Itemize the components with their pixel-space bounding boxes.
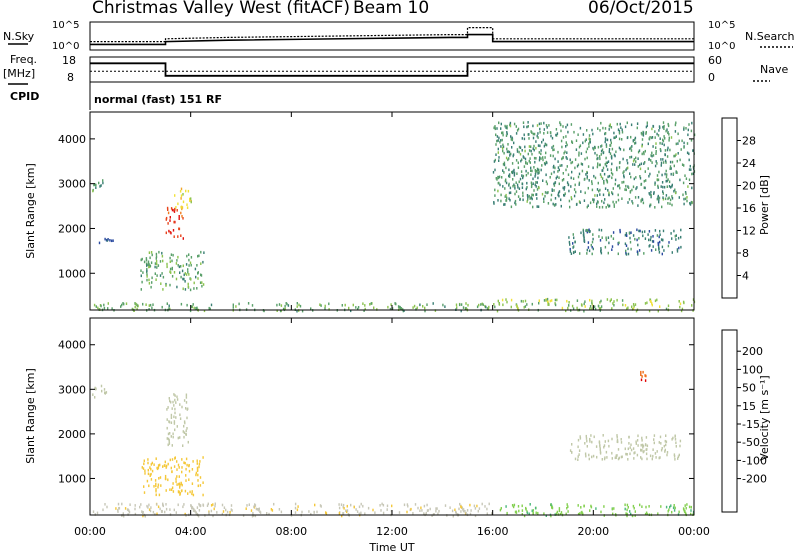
echo-region-5 — [640, 370, 647, 382]
xtick-label-4: 16:00 — [477, 525, 509, 538]
echo-region-2 — [141, 456, 204, 497]
xtick-label-5: 20:00 — [577, 525, 609, 538]
power-cbar-label-1: 8 — [742, 247, 749, 260]
vel-cbar-label-7: -200 — [742, 473, 767, 486]
frequency-panel: 18 8 60 0 — [62, 54, 722, 84]
echo-region-4 — [140, 250, 205, 292]
ytick-label-0: 1000 — [58, 267, 86, 280]
freq-panel-frame — [89, 56, 695, 83]
noise-right-tick-top: 10^5 — [708, 20, 735, 31]
power-cbar-frame — [721, 117, 738, 299]
echo-region-2 — [165, 206, 184, 240]
nave-label: Nave — [760, 63, 788, 76]
power-cbar-label-3: 16 — [742, 202, 756, 215]
vel-cbar-label-1: 100 — [742, 363, 763, 376]
xtick-label-2: 08:00 — [275, 525, 307, 538]
ytick-label-3: 4000 — [58, 339, 86, 352]
freq-tick-18: 18 — [62, 54, 76, 67]
xtick-label-6: 00:00 — [678, 525, 710, 538]
xtick-label-3: 12:00 — [376, 525, 408, 538]
velocity-panel: 1000 2000 3000 4000 00:00 04:00 08:00 12:00 16:… — [24, 112, 771, 554]
echo-region-7 — [568, 228, 682, 256]
ytick-label-2: 3000 — [58, 178, 86, 191]
ytick-label-3: 4000 — [58, 133, 86, 146]
echo-region-0 — [92, 179, 104, 193]
power-panel: 1000 2000 3000 4000 Slant Range [km] 4 8 12 16… — [24, 111, 771, 313]
power-cbar-label-0: 4 — [742, 270, 749, 283]
velocity-colorbar-label: Velocity [m s⁻¹] — [758, 375, 771, 460]
vel-cbar-label-4: -15 — [742, 418, 760, 431]
freq-label: Freq. — [10, 53, 37, 66]
ytick-label-1: 2000 — [58, 222, 86, 235]
cpid-text: normal (fast) 151 RF — [94, 93, 222, 106]
vel-cbar-label-5: -50 — [742, 436, 760, 449]
plot-title: Christmas Valley West (fitACF) — [92, 0, 350, 18]
xtick-label-0: 00:00 — [74, 525, 106, 538]
power-colorbar-label: Power [dB] — [758, 175, 771, 235]
echo-region-8 — [492, 121, 696, 209]
velocity-ylabel: Slant Range [km] — [24, 368, 37, 464]
noise-left-tick-bottom: 10^0 — [52, 41, 79, 52]
freq-series — [90, 62, 694, 77]
beam-label: Beam 10 — [353, 0, 429, 18]
power-ylabel: Slant Range [km] — [24, 163, 37, 259]
vel-cbar-label-0: 200 — [742, 345, 763, 358]
freq-unit-label: [MHz] — [3, 67, 35, 80]
vel-cbar-label-2: 50 — [742, 382, 756, 395]
time-ut-label: Time UT — [368, 541, 414, 554]
vel-cbar-label-6: -100 — [742, 454, 767, 467]
echo-region-3 — [174, 187, 192, 211]
echo-region-1 — [166, 393, 189, 447]
ytick-label-0: 1000 — [58, 472, 86, 485]
power-cbar-label-5: 24 — [742, 157, 756, 170]
echo-region-1 — [98, 237, 114, 245]
noise-right-tick-bottom: 10^0 — [708, 41, 735, 52]
power-cbar-label-2: 12 — [742, 225, 756, 238]
nsearch-label: N.Search — [745, 30, 795, 43]
cpid-panel: normal (fast) 151 RF — [89, 82, 222, 110]
noise-series-0 — [90, 33, 694, 46]
date-label: 06/Oct/2015 — [588, 0, 694, 18]
echo-region-0 — [92, 384, 108, 399]
power-cbar-label-4: 20 — [742, 180, 756, 193]
noise-panel-frame — [89, 21, 695, 51]
cpid-label: CPID — [10, 90, 39, 103]
power-panel-frame — [89, 111, 695, 311]
vel-cbar-frame — [721, 329, 738, 513]
echo-region-3 — [92, 502, 493, 518]
nave-tick-0: 0 — [708, 71, 715, 84]
freq-tick-8: 8 — [67, 71, 74, 84]
xtick-label-1: 04:00 — [175, 525, 207, 538]
power-cbar-label-6: 28 — [742, 135, 756, 148]
nsky-label: N.Sky — [3, 30, 35, 43]
ytick-label-1: 2000 — [58, 428, 86, 441]
echo-region-4 — [569, 434, 682, 461]
ytick-label-2: 3000 — [58, 383, 86, 396]
vel-cbar-label-3: 15 — [742, 400, 756, 413]
noise-left-tick-top: 10^5 — [52, 20, 79, 31]
echo-region-6 — [499, 503, 695, 518]
noise-panel: 10^5 10^0 10^5 10^0 — [52, 20, 735, 52]
nave-tick-60: 60 — [708, 54, 722, 67]
noise-series-1 — [90, 27, 694, 43]
